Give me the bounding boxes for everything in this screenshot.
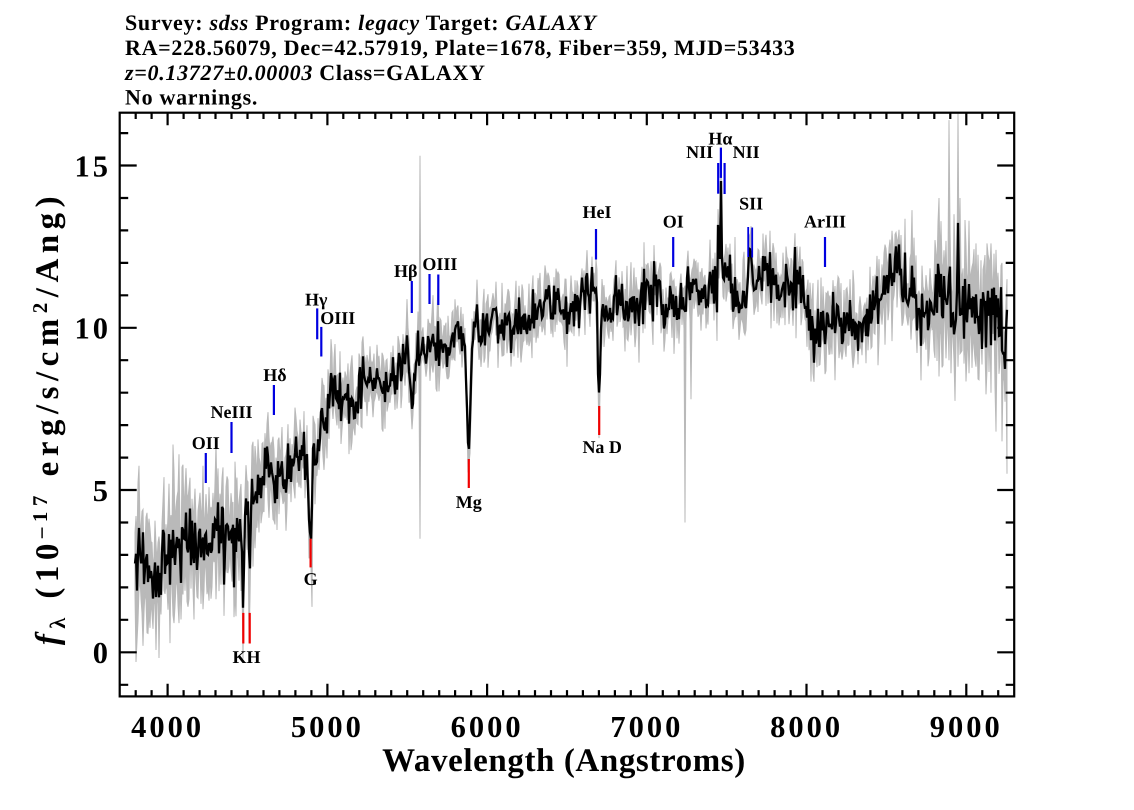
svg-text:9000: 9000 [930, 710, 1003, 744]
svg-text:fλ (10–17 erg/s/cm2/Ang): fλ (10–17 erg/s/cm2/Ang) [28, 191, 70, 645]
svg-text:8000: 8000 [770, 710, 843, 744]
svg-text:15: 15 [75, 149, 112, 183]
svg-text:NeIII: NeIII [210, 402, 252, 422]
svg-text:RA=228.56079, Dec=42.57919, Pl: RA=228.56079, Dec=42.57919, Plate=1678, … [125, 35, 795, 60]
svg-text:Mg: Mg [456, 492, 482, 512]
svg-text:Survey: sdss Program: legacy T: Survey: sdss Program: legacy Target: GAL… [125, 10, 598, 35]
svg-text:Hβ: Hβ [394, 261, 417, 281]
svg-text:Wavelength (Angstroms): Wavelength (Angstroms) [382, 743, 746, 779]
svg-text:OIII: OIII [422, 254, 457, 274]
svg-text:Na D: Na D [582, 437, 622, 457]
svg-text:Hδ: Hδ [263, 365, 286, 385]
svg-text:7000: 7000 [610, 710, 683, 744]
svg-text:Hα: Hα [708, 129, 732, 149]
svg-text:SII: SII [739, 194, 763, 214]
svg-text:z=0.13727±0.00003 Class=GALAXY: z=0.13727±0.00003 Class=GALAXY [124, 60, 486, 85]
svg-text:6000: 6000 [451, 710, 524, 744]
svg-text:OI: OI [663, 212, 684, 232]
svg-text:ArIII: ArIII [804, 212, 846, 232]
svg-text:KH: KH [232, 647, 260, 667]
svg-text:Hγ: Hγ [305, 290, 328, 310]
svg-text:No warnings.: No warnings. [125, 84, 258, 109]
svg-text:5: 5 [93, 474, 111, 508]
svg-text:G: G [304, 569, 318, 589]
svg-text:5000: 5000 [291, 710, 364, 744]
svg-text:0: 0 [93, 636, 111, 670]
svg-text:OII: OII [192, 433, 220, 453]
svg-text:NII: NII [733, 142, 760, 162]
svg-text:10: 10 [75, 312, 112, 346]
svg-text:OIII: OIII [320, 308, 355, 328]
svg-text:HeI: HeI [583, 202, 612, 222]
svg-text:NII: NII [686, 142, 713, 162]
svg-text:4000: 4000 [131, 710, 204, 744]
